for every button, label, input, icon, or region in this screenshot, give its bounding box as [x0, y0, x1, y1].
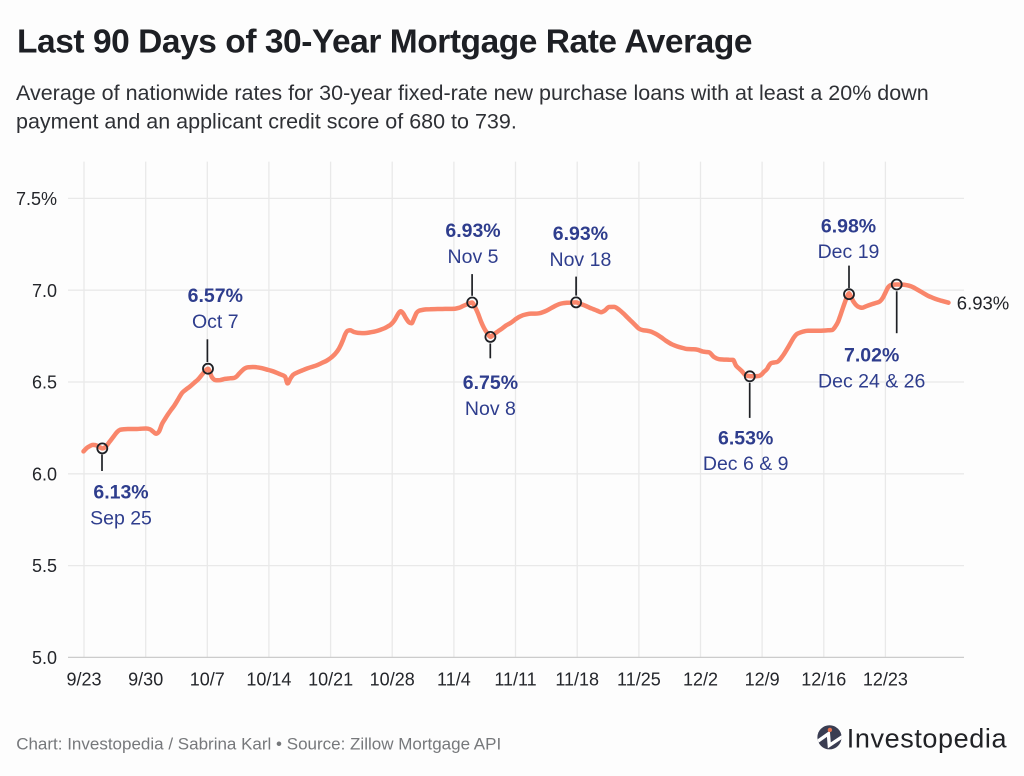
svg-text:Sep 25: Sep 25	[90, 508, 152, 530]
svg-text:Nov 5: Nov 5	[448, 246, 499, 268]
svg-text:12/2: 12/2	[683, 670, 718, 690]
svg-text:6.93%: 6.93%	[957, 293, 1009, 314]
svg-text:Dec 24 & 26: Dec 24 & 26	[818, 371, 925, 393]
svg-text:6.93%: 6.93%	[553, 223, 608, 245]
svg-text:10/21: 10/21	[308, 670, 353, 690]
svg-text:10/28: 10/28	[370, 670, 415, 690]
svg-text:11/4: 11/4	[437, 670, 471, 690]
svg-text:11/18: 11/18	[555, 670, 599, 690]
svg-text:Nov 8: Nov 8	[465, 398, 516, 420]
svg-text:9/30: 9/30	[128, 670, 163, 690]
svg-text:11/11: 11/11	[494, 670, 536, 690]
svg-text:12/23: 12/23	[863, 670, 908, 690]
svg-text:6.98%: 6.98%	[821, 215, 876, 237]
svg-text:payment and an applicant credi: payment and an applicant credit score of…	[16, 109, 517, 133]
svg-text:7.02%: 7.02%	[844, 345, 899, 367]
svg-text:Dec 6 & 9: Dec 6 & 9	[703, 453, 789, 475]
svg-text:6.75%: 6.75%	[463, 372, 518, 394]
svg-text:Chart: Investopedia / Sabrina: Chart: Investopedia / Sabrina Karl • Sou…	[16, 735, 501, 754]
svg-text:5.0: 5.0	[32, 648, 57, 668]
svg-text:6.5: 6.5	[32, 373, 57, 393]
svg-text:5.5: 5.5	[32, 556, 57, 576]
svg-text:Last 90 Days of 30-Year Mortga: Last 90 Days of 30-Year Mortgage Rate Av…	[17, 24, 752, 61]
svg-text:Nov 18: Nov 18	[550, 249, 612, 271]
svg-text:6.53%: 6.53%	[718, 427, 773, 449]
svg-text:6.13%: 6.13%	[93, 482, 148, 504]
svg-text:6.93%: 6.93%	[445, 220, 500, 242]
svg-text:Average of nationwide rates fo: Average of nationwide rates for 30-year …	[16, 81, 929, 105]
svg-text:12/9: 12/9	[745, 670, 780, 690]
svg-text:7.0: 7.0	[32, 281, 57, 301]
svg-text:12/16: 12/16	[801, 670, 846, 690]
svg-text:10/14: 10/14	[246, 670, 291, 690]
svg-text:9/23: 9/23	[66, 670, 101, 690]
svg-text:6.0: 6.0	[32, 464, 57, 484]
svg-text:Investopedia: Investopedia	[847, 724, 1008, 754]
svg-text:10/7: 10/7	[190, 670, 225, 690]
svg-text:7.5%: 7.5%	[16, 189, 57, 209]
svg-text:6.57%: 6.57%	[188, 285, 243, 307]
svg-text:Oct 7: Oct 7	[192, 311, 239, 333]
svg-text:Dec 19: Dec 19	[818, 241, 880, 263]
svg-text:11/25: 11/25	[617, 670, 661, 690]
